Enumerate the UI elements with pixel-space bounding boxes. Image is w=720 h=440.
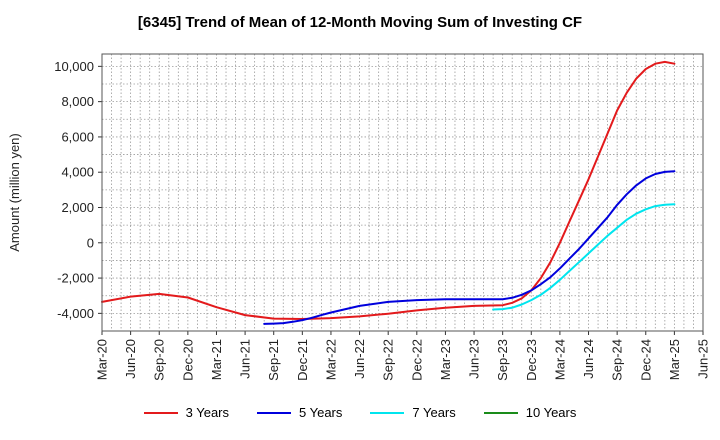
x-tick-label: Mar-23 [438, 339, 453, 380]
x-tick-label: Sep-24 [610, 339, 625, 381]
x-tick-label: Mar-24 [552, 339, 567, 380]
series-line-3-years [101, 60, 676, 320]
x-tick-label: Dec-21 [295, 339, 310, 381]
x-tick-label: Mar-25 [667, 339, 682, 380]
legend-item: 7 Years [370, 405, 456, 420]
x-tick-label: Jun-21 [238, 339, 253, 379]
x-tick-label: Dec-20 [180, 339, 195, 381]
y-tick-label: -2,000 [57, 271, 94, 286]
legend-swatch [370, 411, 405, 414]
x-tick-label: Mar-22 [323, 339, 338, 380]
y-tick-label: 4,000 [61, 165, 94, 180]
legend: 3 Years 5 Years 7 Years 10 Years [0, 405, 720, 420]
x-tick-label: Dec-23 [524, 339, 539, 381]
y-axis-label: Amount (million yen) [7, 133, 22, 252]
y-tick-label: 8,000 [61, 94, 94, 109]
y-tick-label: 10,000 [54, 59, 94, 74]
plot-area [102, 54, 703, 331]
y-tick-label: 2,000 [61, 200, 94, 215]
legend-swatch [483, 411, 518, 414]
legend-swatch [143, 411, 178, 414]
legend-label: 5 Years [299, 405, 343, 420]
chart-title: [6345] Trend of Mean of 12-Month Moving … [137, 14, 583, 31]
legend-item: 3 Years [143, 405, 229, 420]
x-tick-label: Sep-20 [152, 339, 167, 381]
legend-item: 10 Years [483, 405, 577, 420]
legend-label: 7 Years [412, 405, 456, 420]
x-tick-label: Dec-22 [409, 339, 424, 381]
x-tick-label: Mar-21 [209, 339, 224, 380]
y-tick-label: 0 [87, 235, 94, 250]
series-line-7-years [492, 203, 676, 311]
legend-swatch [257, 411, 291, 414]
legend-item: 5 Years [257, 405, 342, 420]
x-tick-label: Sep-21 [266, 339, 281, 381]
series-line-5-years [263, 170, 676, 325]
x-tick-label: Jun-24 [581, 339, 596, 379]
x-tick-label: Jun-25 [696, 339, 711, 379]
y-tick-label: 6,000 [61, 129, 94, 144]
x-tick-label: Mar-20 [95, 339, 110, 380]
x-tick-label: Sep-22 [381, 339, 396, 381]
x-tick-label: Dec-24 [638, 339, 653, 381]
x-tick-label: Sep-23 [495, 339, 510, 381]
x-tick-label: Jun-23 [467, 339, 482, 379]
legend-label: 3 Years [185, 405, 229, 420]
y-tick-label: -4,000 [57, 306, 94, 321]
x-tick-label: Jun-22 [352, 339, 367, 379]
x-tick-label: Jun-20 [123, 339, 138, 379]
legend-label: 10 Years [525, 405, 577, 420]
plot-border [101, 53, 704, 332]
